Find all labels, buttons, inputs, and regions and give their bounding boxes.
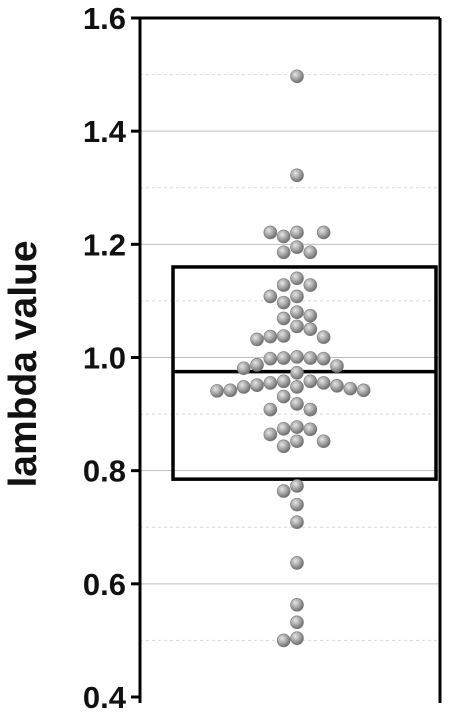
data-point xyxy=(290,240,304,254)
data-point xyxy=(276,439,291,454)
y-tick-label: 1.6 xyxy=(83,1,126,36)
data-point xyxy=(290,225,304,240)
data-point xyxy=(290,515,304,529)
data-point xyxy=(276,421,291,436)
data-point xyxy=(276,311,291,326)
data-point xyxy=(290,497,304,512)
data-point xyxy=(250,332,264,347)
data-point xyxy=(263,351,278,366)
data-points xyxy=(210,69,371,648)
data-point xyxy=(303,422,318,437)
data-point xyxy=(290,556,304,570)
data-point xyxy=(263,376,278,390)
data-point xyxy=(290,434,304,449)
data-point xyxy=(303,245,318,260)
data-point xyxy=(276,389,291,404)
data-point xyxy=(303,402,318,417)
data-point xyxy=(290,289,304,304)
data-point xyxy=(303,374,318,389)
y-axis-title: lambda value xyxy=(2,240,45,487)
data-point xyxy=(276,245,291,260)
data-point xyxy=(290,168,304,183)
data-point xyxy=(290,631,304,645)
data-point xyxy=(250,378,264,393)
data-point xyxy=(290,397,304,411)
data-point xyxy=(303,278,318,292)
data-point xyxy=(316,351,331,366)
data-point xyxy=(356,383,371,398)
data-point xyxy=(316,434,331,449)
data-point xyxy=(276,295,291,310)
data-point xyxy=(223,383,238,398)
y-tick-label: 1.4 xyxy=(83,114,127,149)
y-tick-label: 1.0 xyxy=(83,341,126,376)
data-point xyxy=(290,380,304,394)
data-point xyxy=(290,305,304,320)
data-point xyxy=(316,376,331,390)
data-point xyxy=(290,597,304,612)
data-point xyxy=(236,361,251,376)
data-point xyxy=(276,229,291,244)
data-point xyxy=(276,633,291,648)
data-point xyxy=(290,350,304,364)
y-tick-label: 1.2 xyxy=(83,227,126,262)
data-point xyxy=(330,359,344,373)
data-point xyxy=(290,365,304,380)
axes xyxy=(131,16,442,703)
data-point xyxy=(303,351,318,365)
data-point xyxy=(290,615,304,630)
y-tick-label: 0.4 xyxy=(83,680,127,712)
data-point xyxy=(303,308,318,323)
data-point xyxy=(290,271,304,286)
data-point xyxy=(276,278,291,292)
data-point xyxy=(330,378,344,393)
data-point xyxy=(290,479,304,493)
data-point xyxy=(316,225,331,240)
data-point xyxy=(303,322,318,337)
data-point xyxy=(276,374,291,389)
data-point xyxy=(343,381,358,396)
interquartile-box xyxy=(171,265,438,481)
data-point xyxy=(276,351,291,365)
data-point xyxy=(263,427,278,442)
data-point xyxy=(316,330,331,344)
data-point xyxy=(263,402,278,417)
data-point xyxy=(263,289,278,304)
data-point xyxy=(263,329,278,344)
y-tick-labels: 0.4 0.6 0.8 1.0 1.2 1.4 1.6 xyxy=(83,1,127,712)
data-point xyxy=(276,329,291,343)
data-point xyxy=(290,319,304,334)
data-point xyxy=(263,225,278,240)
data-point xyxy=(210,384,224,398)
data-point xyxy=(236,380,251,394)
data-point xyxy=(276,484,291,498)
data-point xyxy=(290,420,304,434)
y-tick-label: 0.8 xyxy=(83,454,126,489)
data-point xyxy=(290,69,304,84)
data-point xyxy=(250,358,264,372)
y-tick-label: 0.6 xyxy=(83,567,126,602)
